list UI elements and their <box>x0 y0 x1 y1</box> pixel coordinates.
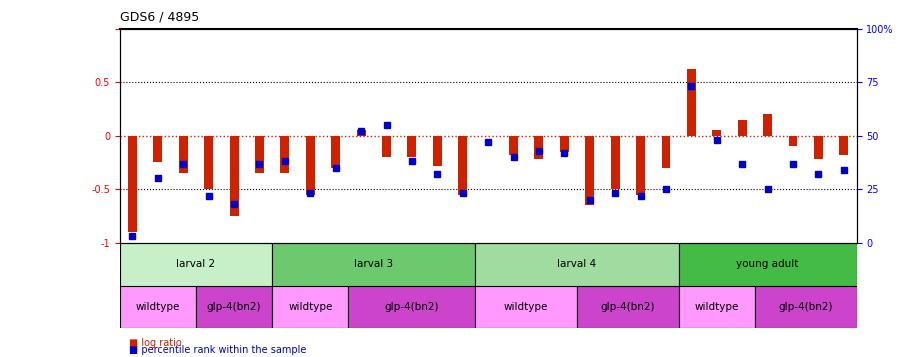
Bar <box>636 136 645 195</box>
FancyBboxPatch shape <box>273 243 475 286</box>
Bar <box>586 136 594 205</box>
Bar <box>407 136 416 157</box>
FancyBboxPatch shape <box>755 286 857 328</box>
Bar <box>229 136 239 216</box>
Bar <box>814 136 822 159</box>
Text: glp-4(bn2): glp-4(bn2) <box>207 302 262 312</box>
Text: GDS6 / 4895: GDS6 / 4895 <box>120 10 199 23</box>
FancyBboxPatch shape <box>679 286 755 328</box>
FancyBboxPatch shape <box>120 243 273 286</box>
Text: ■ percentile rank within the sample: ■ percentile rank within the sample <box>129 345 307 355</box>
Bar <box>433 136 442 166</box>
Bar <box>738 120 747 136</box>
FancyBboxPatch shape <box>475 286 577 328</box>
Bar <box>356 130 366 136</box>
Text: larval 4: larval 4 <box>557 259 597 269</box>
FancyBboxPatch shape <box>348 286 475 328</box>
Bar <box>179 136 188 173</box>
Text: young adult: young adult <box>737 259 799 269</box>
Bar <box>459 136 467 195</box>
Bar <box>764 114 772 136</box>
FancyBboxPatch shape <box>679 243 857 286</box>
FancyBboxPatch shape <box>120 286 196 328</box>
Bar <box>280 136 289 173</box>
Text: ■ log ratio: ■ log ratio <box>129 338 181 348</box>
Bar <box>382 136 391 157</box>
Text: glp-4(bn2): glp-4(bn2) <box>778 302 833 312</box>
Bar <box>687 69 696 136</box>
Bar <box>611 136 620 189</box>
Bar <box>204 136 213 189</box>
FancyBboxPatch shape <box>475 243 679 286</box>
Bar <box>712 130 721 136</box>
Text: wildtype: wildtype <box>288 302 332 312</box>
Bar <box>509 136 518 155</box>
Text: glp-4(bn2): glp-4(bn2) <box>385 302 439 312</box>
Bar <box>839 136 848 155</box>
Bar <box>332 136 340 168</box>
Bar <box>128 136 137 232</box>
Bar <box>560 136 569 152</box>
Bar <box>154 136 162 162</box>
Text: wildtype: wildtype <box>135 302 180 312</box>
FancyBboxPatch shape <box>577 286 679 328</box>
Bar <box>306 136 315 195</box>
Text: larval 3: larval 3 <box>355 259 393 269</box>
Bar <box>534 136 543 159</box>
Bar <box>661 136 670 168</box>
FancyBboxPatch shape <box>196 286 273 328</box>
Text: wildtype: wildtype <box>694 302 739 312</box>
Bar <box>788 136 798 146</box>
FancyBboxPatch shape <box>273 286 348 328</box>
Text: larval 2: larval 2 <box>177 259 216 269</box>
Bar <box>255 136 264 173</box>
Text: glp-4(bn2): glp-4(bn2) <box>600 302 655 312</box>
Text: wildtype: wildtype <box>504 302 548 312</box>
